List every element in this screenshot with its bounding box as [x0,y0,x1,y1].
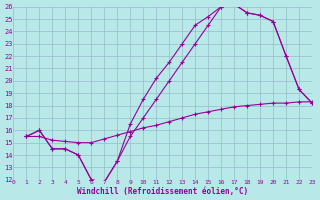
X-axis label: Windchill (Refroidissement éolien,°C): Windchill (Refroidissement éolien,°C) [77,187,248,196]
